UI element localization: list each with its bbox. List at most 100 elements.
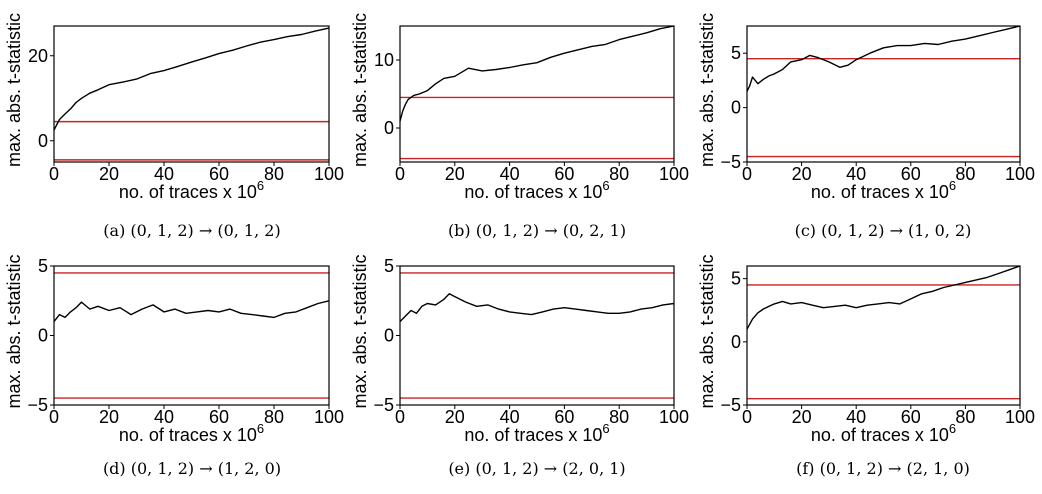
x-tick-label: 20 bbox=[445, 164, 465, 184]
x-axis-label-exponent: 6 bbox=[602, 421, 609, 436]
y-axis-label: max. abs. t-statistic bbox=[4, 13, 24, 167]
series-line bbox=[746, 25, 1021, 92]
subplot-caption: (d) (0, 1, 2) → (1, 2, 0) bbox=[103, 459, 281, 478]
x-tick-label: 100 bbox=[314, 164, 344, 184]
plot-frame bbox=[53, 25, 330, 163]
x-tick-label: 40 bbox=[154, 407, 174, 427]
y-axis-label: max. abs. t-statistic bbox=[697, 13, 717, 167]
x-axis-label-text: no. of traces x 10 bbox=[119, 182, 257, 202]
x-axis-label: no. of traces x 106 bbox=[811, 178, 956, 202]
x-axis-label-text: no. of traces x 10 bbox=[119, 425, 257, 445]
x-axis-label-exponent: 6 bbox=[257, 178, 264, 193]
subplot-caption: (b) (0, 1, 2) → (0, 2, 1) bbox=[448, 221, 626, 240]
plot-frame bbox=[399, 265, 675, 406]
x-tick-label: 0 bbox=[395, 164, 405, 184]
x-tick-label: 40 bbox=[500, 164, 520, 184]
plot-frame bbox=[53, 265, 330, 406]
x-axis-label-exponent: 6 bbox=[949, 421, 956, 436]
x-tick-label: 0 bbox=[742, 407, 752, 427]
x-tick-label: 80 bbox=[609, 407, 629, 427]
series-line bbox=[53, 300, 330, 323]
x-tick-label: 60 bbox=[554, 164, 574, 184]
x-tick-label: 40 bbox=[846, 164, 866, 184]
subplot-caption: (e) (0, 1, 2) → (2, 0, 1) bbox=[448, 459, 625, 478]
plot-frame bbox=[746, 265, 1021, 406]
x-axis-label-text: no. of traces x 10 bbox=[464, 182, 602, 202]
x-axis-label-text: no. of traces x 10 bbox=[811, 425, 949, 445]
y-tick-label: −5 bbox=[720, 152, 741, 172]
y-tick-label: −5 bbox=[27, 395, 48, 415]
y-axis-label: max. abs. t-statistic bbox=[4, 254, 24, 408]
x-tick-label: 20 bbox=[445, 407, 465, 427]
x-tick-label: 0 bbox=[49, 407, 59, 427]
subplot-caption: (f) (0, 1, 2) → (2, 1, 0) bbox=[796, 459, 970, 478]
x-tick-label: 60 bbox=[554, 407, 574, 427]
x-tick-label: 100 bbox=[1005, 164, 1035, 184]
x-tick-label: 20 bbox=[792, 164, 812, 184]
x-tick-label: 40 bbox=[846, 407, 866, 427]
x-tick-label: 80 bbox=[609, 164, 629, 184]
y-tick-label: 5 bbox=[384, 256, 394, 276]
y-tick-label: 5 bbox=[731, 43, 741, 63]
x-tick-label: 20 bbox=[99, 407, 119, 427]
subplot-caption: (a) (0, 1, 2) → (0, 1, 2) bbox=[103, 221, 280, 240]
x-axis-label-exponent: 6 bbox=[257, 421, 264, 436]
series-line bbox=[399, 25, 675, 122]
y-tick-label: 0 bbox=[384, 326, 394, 346]
x-axis-label: no. of traces x 106 bbox=[811, 421, 956, 445]
y-tick-label: 5 bbox=[38, 256, 48, 276]
y-axis-label: max. abs. t-statistic bbox=[350, 254, 370, 408]
x-axis-label: no. of traces x 106 bbox=[119, 178, 264, 202]
subplot-caption: (c) (0, 1, 2) → (1, 0, 2) bbox=[795, 221, 972, 240]
x-axis-label-exponent: 6 bbox=[949, 178, 956, 193]
x-tick-label: 20 bbox=[792, 407, 812, 427]
x-axis-label-text: no. of traces x 10 bbox=[464, 425, 602, 445]
x-tick-label: 80 bbox=[955, 164, 975, 184]
x-axis-label-exponent: 6 bbox=[602, 178, 609, 193]
y-axis-label: max. abs. t-statistic bbox=[697, 254, 717, 408]
y-tick-label: −5 bbox=[373, 395, 394, 415]
y-tick-label: 0 bbox=[731, 98, 741, 118]
x-axis-label: no. of traces x 106 bbox=[464, 178, 609, 202]
y-tick-label: 0 bbox=[384, 118, 394, 138]
y-tick-label: 0 bbox=[38, 326, 48, 346]
y-axis-label: max. abs. t-statistic bbox=[350, 13, 370, 167]
y-tick-label: 10 bbox=[374, 50, 394, 70]
x-tick-label: 80 bbox=[264, 164, 284, 184]
series-line bbox=[53, 27, 330, 131]
plot-frame bbox=[746, 25, 1021, 163]
series-line bbox=[399, 293, 675, 323]
x-tick-label: 40 bbox=[154, 164, 174, 184]
x-tick-label: 60 bbox=[901, 407, 921, 427]
x-tick-label: 60 bbox=[901, 164, 921, 184]
x-tick-label: 60 bbox=[209, 164, 229, 184]
x-tick-label: 100 bbox=[1005, 407, 1035, 427]
x-axis-label: no. of traces x 106 bbox=[464, 421, 609, 445]
subplot-b: 0 20 40 60 80 100 0 10 no. of traces x 106 max. a… bbox=[350, 13, 689, 240]
x-tick-label: 100 bbox=[659, 407, 689, 427]
x-axis-label-text: no. of traces x 10 bbox=[811, 182, 949, 202]
x-tick-label: 0 bbox=[395, 407, 405, 427]
y-tick-label: 0 bbox=[731, 332, 741, 352]
x-tick-label: 40 bbox=[500, 407, 520, 427]
x-tick-label: 100 bbox=[314, 407, 344, 427]
x-tick-label: 100 bbox=[659, 164, 689, 184]
x-tick-label: 80 bbox=[955, 407, 975, 427]
y-tick-label: 0 bbox=[38, 131, 48, 151]
x-tick-label: 20 bbox=[99, 164, 119, 184]
x-tick-label: 80 bbox=[264, 407, 284, 427]
plot-frame bbox=[399, 25, 675, 163]
y-tick-label: 5 bbox=[731, 269, 741, 289]
x-axis-label: no. of traces x 106 bbox=[119, 421, 264, 445]
y-tick-label: 20 bbox=[28, 46, 48, 66]
x-tick-label: 0 bbox=[49, 164, 59, 184]
series-line bbox=[746, 265, 1021, 330]
x-tick-label: 0 bbox=[742, 164, 752, 184]
y-tick-label: −5 bbox=[720, 395, 741, 415]
